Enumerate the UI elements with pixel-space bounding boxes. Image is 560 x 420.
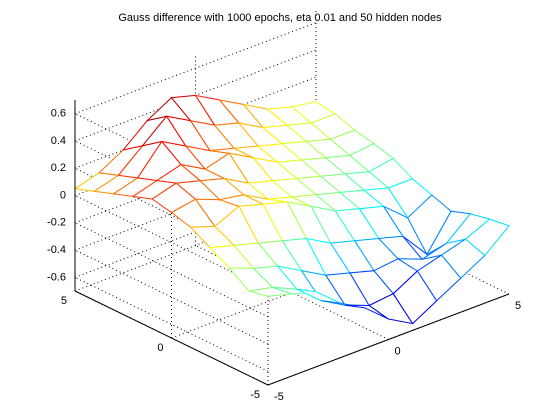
x-tick-label: 5 (515, 300, 521, 312)
surface-cell (464, 218, 510, 257)
y-tick-label: -5 (250, 389, 260, 401)
z-tick-label: -0.2 (47, 217, 66, 229)
wall-grid-line (74, 276, 269, 372)
x-tick-label: 0 (395, 345, 401, 357)
z-tick-label: 0.4 (51, 135, 66, 147)
y-axis-line (74, 290, 269, 386)
y-tick-label: 5 (61, 295, 67, 307)
z-tick-label: 0.2 (51, 162, 66, 174)
surface-mesh (73, 94, 510, 325)
x-tick-label: -5 (274, 391, 284, 403)
z-tick-label: -0.6 (47, 271, 66, 283)
wall-grid-line (74, 22, 317, 115)
chart-title: Gauss difference with 1000 epochs, eta 0… (118, 12, 442, 24)
z-tick-label: 0.6 (51, 108, 66, 120)
z-tick-label: 0 (60, 189, 66, 201)
x-axis-line (267, 293, 510, 386)
z-tick-label: -0.4 (47, 244, 66, 256)
axes-front-lines (74, 100, 510, 386)
tick-labels: -5 0 5 -5 0 5 -0.6 -0.4 -0.2 0 0.2 0.4 0.6 (47, 108, 521, 403)
y-tick-label: 0 (157, 342, 163, 354)
